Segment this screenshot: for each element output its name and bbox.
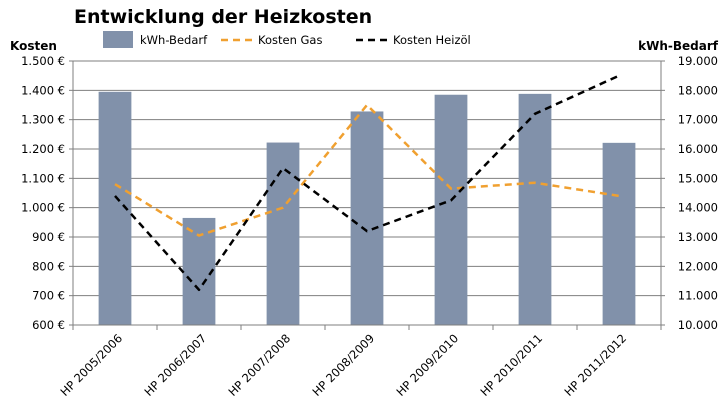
bar <box>266 142 300 325</box>
y-left-tick-label: 1.300 € <box>21 113 65 127</box>
y-right-tick-label: 12.000 <box>678 259 718 273</box>
y-left-tick-label: 1.500 € <box>21 54 65 68</box>
y-right-tick-label: 16.000 <box>678 142 718 156</box>
y-right-tick-label: 17.000 <box>678 113 718 127</box>
bar <box>518 93 552 325</box>
y-axis-left-label: Kosten <box>10 39 57 53</box>
bar <box>350 111 384 325</box>
y-right-tick-label: 15.000 <box>678 171 718 185</box>
lines <box>114 74 620 292</box>
bar <box>434 94 468 325</box>
legend-swatch <box>103 31 133 48</box>
line-series <box>114 74 620 292</box>
y-left-tick-label: 1.400 € <box>21 83 65 97</box>
x-tick-label: HP 2006/2007 <box>141 331 209 399</box>
x-tick-label: HP 2009/2010 <box>393 331 461 399</box>
y-left-tick-label: 1.000 € <box>21 201 65 215</box>
y-right-tick-label: 13.000 <box>678 230 718 244</box>
x-tick-label: HP 2011/2012 <box>561 331 629 399</box>
x-tick-label: HP 2008/2009 <box>309 331 377 399</box>
y-right-tick-label: 10.000 <box>678 318 718 332</box>
x-tick-label: HP 2010/2011 <box>477 331 545 399</box>
y-left-tick-label: 600 € <box>32 318 65 332</box>
y-left-tick-label: 900 € <box>32 230 65 244</box>
line-series <box>114 103 620 237</box>
legend-label: kWh-Bedarf <box>140 33 208 47</box>
y-left-tick-label: 1.100 € <box>21 171 65 185</box>
y-right-tick-label: 19.000 <box>678 54 718 68</box>
bars <box>98 91 636 325</box>
y-right-tick-label: 18.000 <box>678 83 718 97</box>
legend: kWh-Bedarf Kosten Gas Kosten Heizöl <box>103 31 471 48</box>
y-right-tick-label: 11.000 <box>678 289 718 303</box>
legend-label: Kosten Heizöl <box>393 33 471 47</box>
y-right-tick-label: 14.000 <box>678 201 718 215</box>
x-tick-label: HP 2007/2008 <box>225 331 293 399</box>
x-tick-label: HP 2005/2006 <box>57 331 125 399</box>
y-left-tick-label: 800 € <box>32 259 65 273</box>
legend-label: Kosten Gas <box>258 33 322 47</box>
y-axis-right-label: kWh-Bedarf <box>638 39 719 53</box>
chart-title: Entwicklung der Heizkosten <box>74 6 372 28</box>
y-left-tick-label: 700 € <box>32 289 65 303</box>
bar <box>602 142 636 325</box>
y-left-tick-label: 1.200 € <box>21 142 65 156</box>
